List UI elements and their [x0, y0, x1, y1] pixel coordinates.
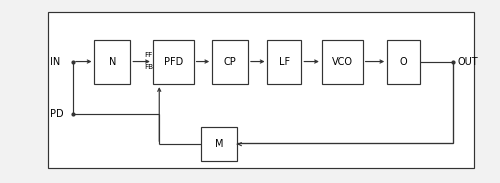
- Text: FF: FF: [144, 52, 152, 58]
- Bar: [322, 40, 362, 84]
- Text: LF: LF: [279, 57, 290, 67]
- Text: CP: CP: [224, 57, 236, 67]
- Bar: [387, 40, 420, 84]
- Bar: [268, 40, 302, 84]
- Bar: [94, 40, 130, 84]
- Bar: [201, 127, 237, 161]
- Text: VCO: VCO: [332, 57, 352, 67]
- Text: FB: FB: [144, 64, 154, 70]
- Text: IN: IN: [50, 57, 60, 67]
- Text: PD: PD: [50, 109, 63, 119]
- Text: OUT: OUT: [458, 57, 478, 67]
- Text: M: M: [215, 139, 224, 149]
- Text: PFD: PFD: [164, 57, 183, 67]
- Text: N: N: [108, 57, 116, 67]
- Bar: [48, 12, 474, 168]
- Bar: [212, 40, 248, 84]
- Bar: [153, 40, 194, 84]
- Text: O: O: [400, 57, 407, 67]
